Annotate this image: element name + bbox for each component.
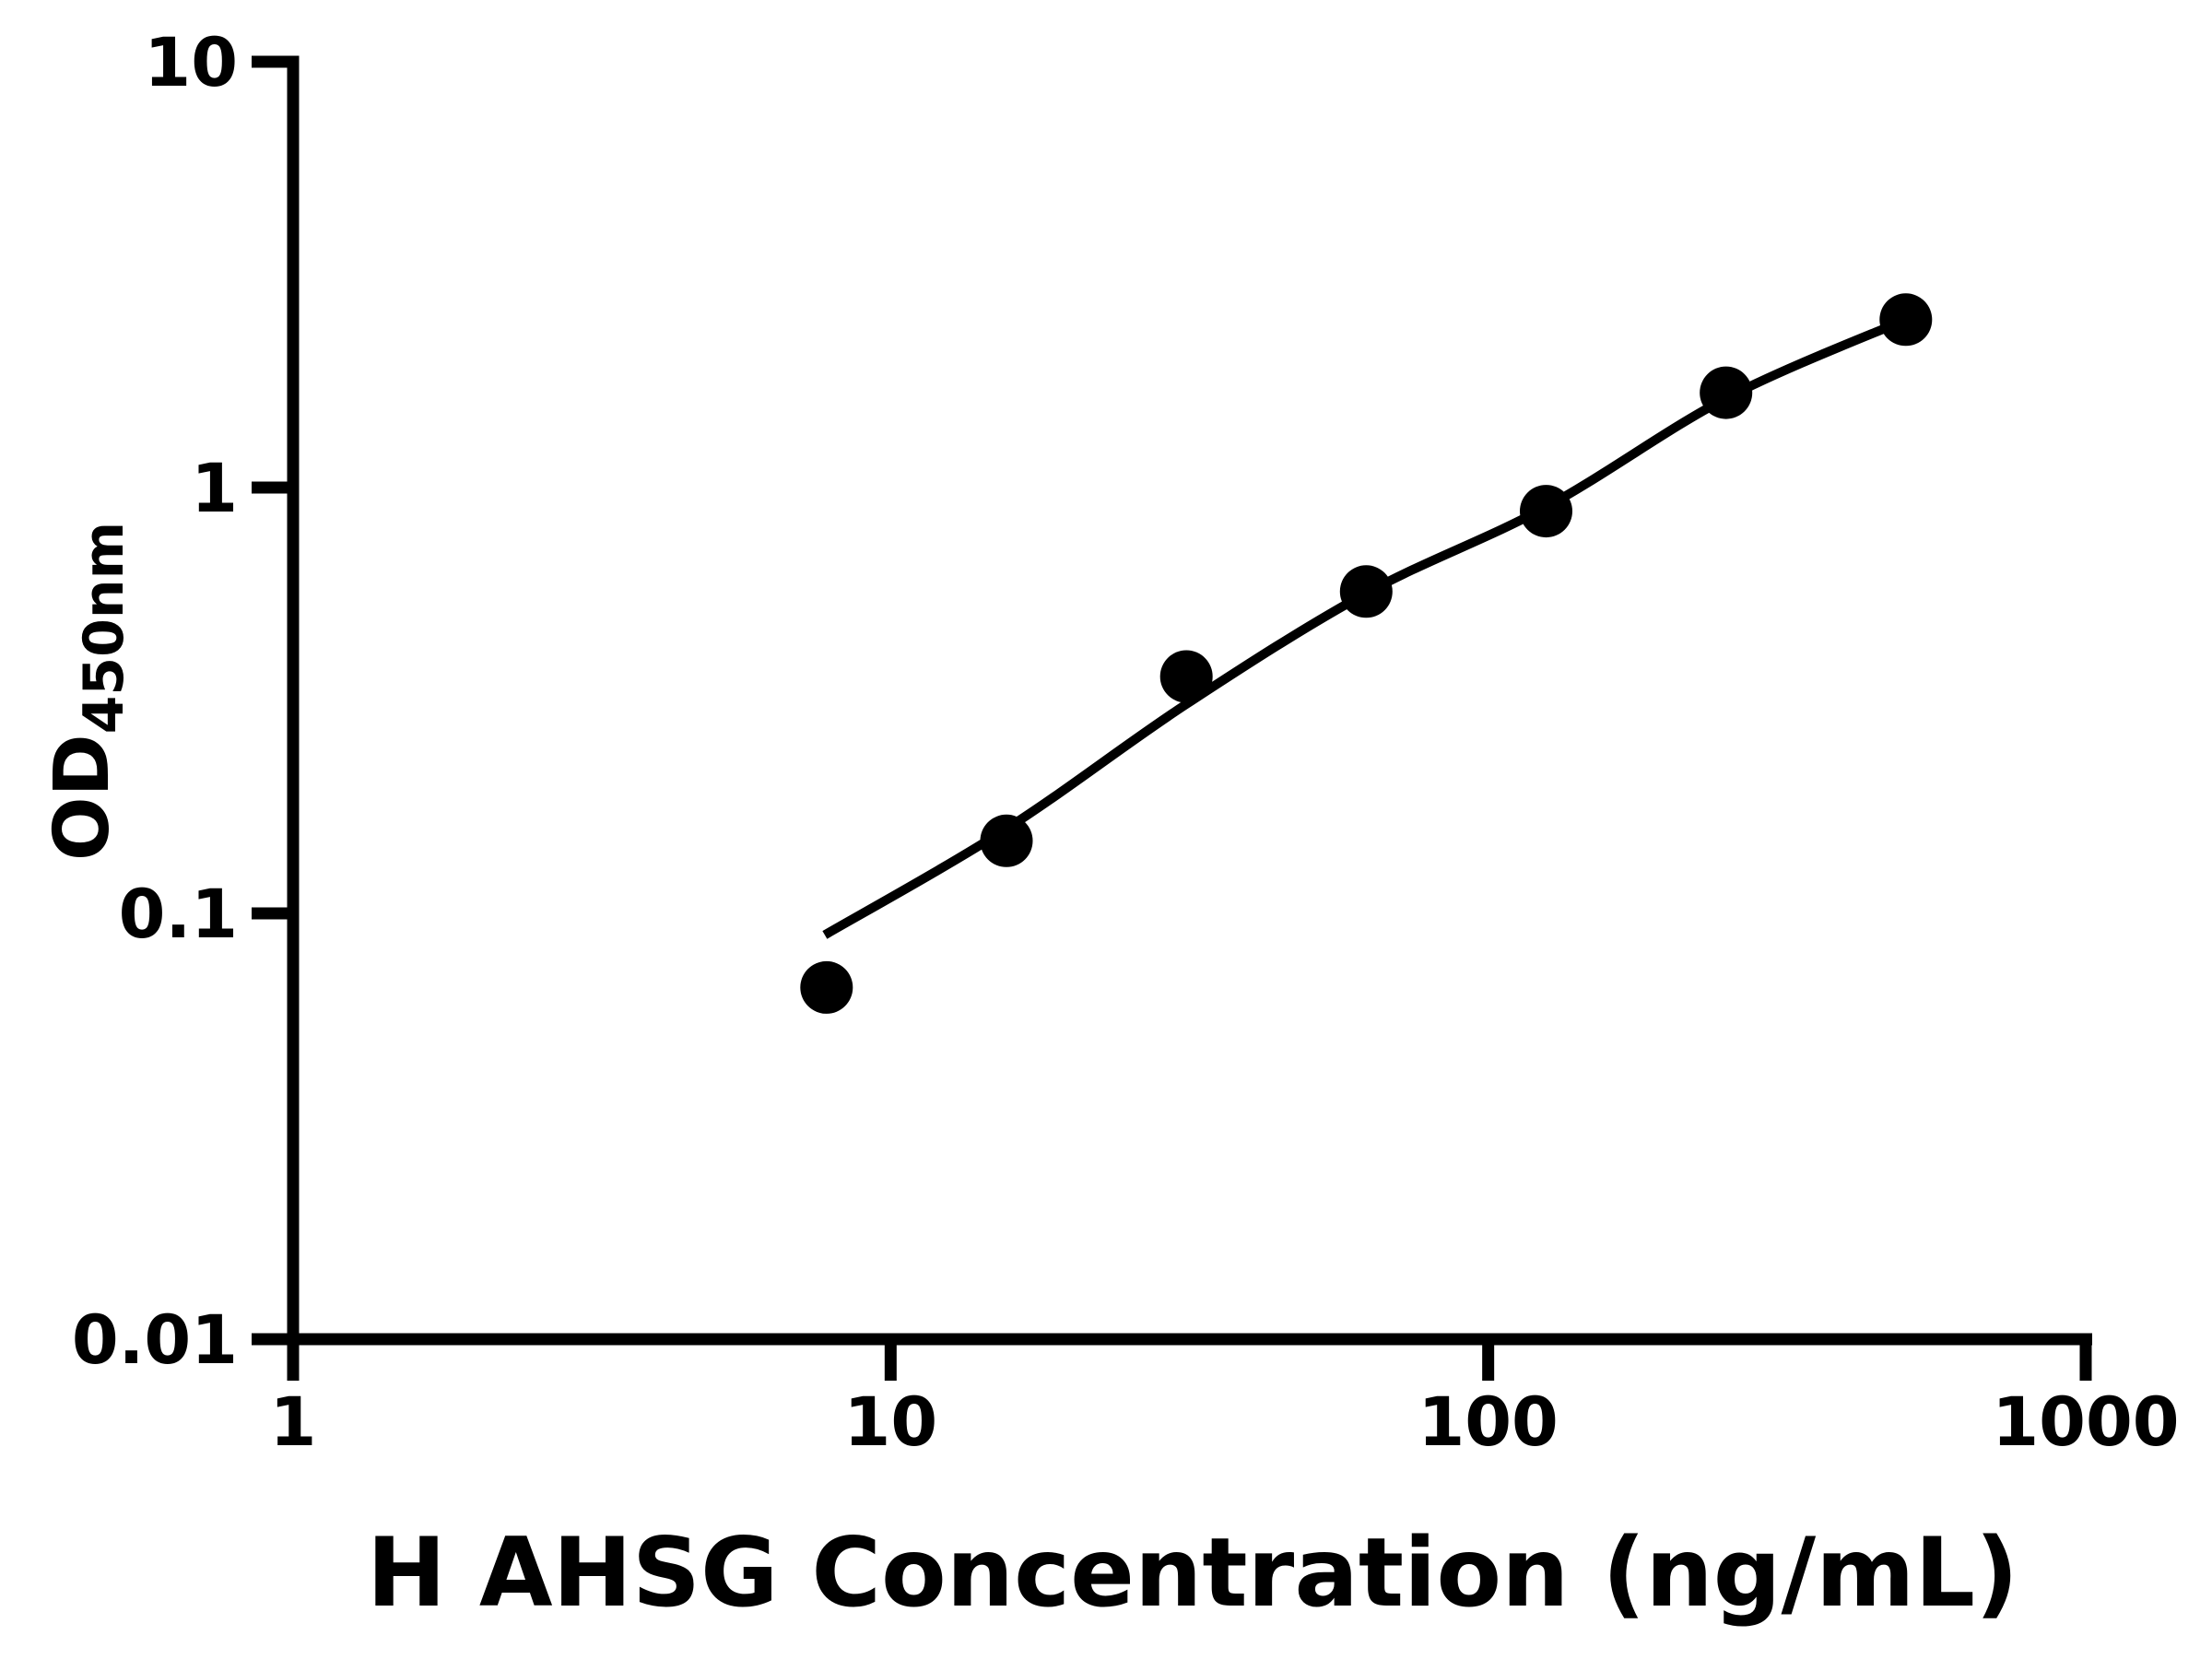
y-axis-title: OD450nm <box>39 522 136 861</box>
data-point-250ng-mL <box>1700 366 1753 419</box>
x-axis-title: H AHSG Concentration (ng/mL) <box>367 1518 2018 1629</box>
x-tick-label-10: 10 <box>844 1383 938 1462</box>
data-point-62.5ng-mL <box>1339 565 1393 618</box>
data-point-500ng-mL <box>1879 293 1933 347</box>
data-point-31.25ng-mL <box>1159 650 1213 703</box>
plot-generated-layer: 1 10 100 1000 0.01 0.1 1 10 <box>72 24 2180 1462</box>
data-point-15.625ng-mL <box>980 814 1033 867</box>
x-tick-label-100: 100 <box>1418 1383 1558 1462</box>
y-tick-label-1: 1 <box>191 450 238 528</box>
y-axis-title-subscript: 450nm <box>72 522 136 734</box>
y-axis-title-main: OD <box>39 734 126 861</box>
data-point-125ng-mL <box>1520 485 1572 538</box>
y-tick-label-0.1: 0.1 <box>119 876 238 954</box>
y-tick-label-0.01: 0.01 <box>72 1301 238 1380</box>
x-tick-label-1: 1 <box>270 1383 317 1462</box>
x-tick-label-1000: 1000 <box>1992 1383 2179 1462</box>
data-point-7.8125ng-mL <box>800 960 853 1014</box>
y-tick-label-10: 10 <box>144 24 238 102</box>
